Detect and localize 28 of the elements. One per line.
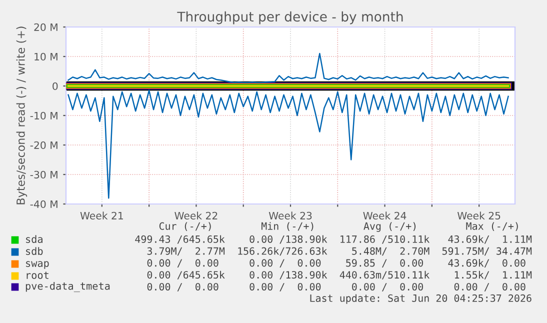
text: 0.00 / 0.00 0.00 / 0.00 0.00 / 0.00 0.00 / 0.00 [147, 282, 526, 292]
legend-label: sdb [26, 247, 43, 255]
text: 499.43 /645.65k 0.00 /138.90k 117.86 /510.11k 43.69k/ 1.11M [135, 235, 532, 244]
x-tick-label: Week 21 [80, 212, 123, 220]
y-tick-label: 20 M [34, 23, 58, 31]
text: Last update: Sat Jun 20 04:25:37 2026 [310, 294, 532, 304]
legend-label: swap [26, 261, 49, 269]
y-tick-label: -20 M [30, 141, 58, 149]
x-tick-label: Week 22 [174, 212, 218, 220]
y-tick-label: -10 M [30, 112, 58, 120]
text: 0.00 /645.65k 0.00 /138.90k 440.63m/510.11k 1.55k/ 1.11M [147, 270, 532, 280]
legend-label: pve-data_tmeta [26, 282, 110, 292]
chart-title: Throughput per device - by month [177, 11, 403, 24]
y-tick-label: -40 M [30, 200, 58, 208]
text: 3.79M/ 2.77M 156.26k/726.63k 5.48M/ 2.70M 591.75M/ 34.47M [147, 247, 532, 256]
legend-label: sda [26, 235, 42, 243]
text: Cur (-/+) Min (-/+) Avg (-/+) Max (-/+) [159, 222, 518, 232]
y-tick-label: 0 [52, 82, 58, 90]
y-axis-title: Bytes/second read (-) / write (+) [16, 26, 28, 204]
line-series [68, 90, 509, 199]
x-tick-label: Week 25 [457, 212, 500, 220]
y-tick-label: 10 M [34, 52, 58, 60]
y-tick-label: -30 M [30, 170, 58, 178]
text: 0.00 / 0.00 0.00 / 0.00 59.85 / 0.00 43.69k/ 0.00 [147, 258, 526, 268]
legend-label: root [26, 272, 48, 279]
x-tick-label: Week 23 [268, 212, 312, 220]
line-series [68, 52, 509, 84]
x-tick-label: Week 24 [363, 212, 406, 220]
